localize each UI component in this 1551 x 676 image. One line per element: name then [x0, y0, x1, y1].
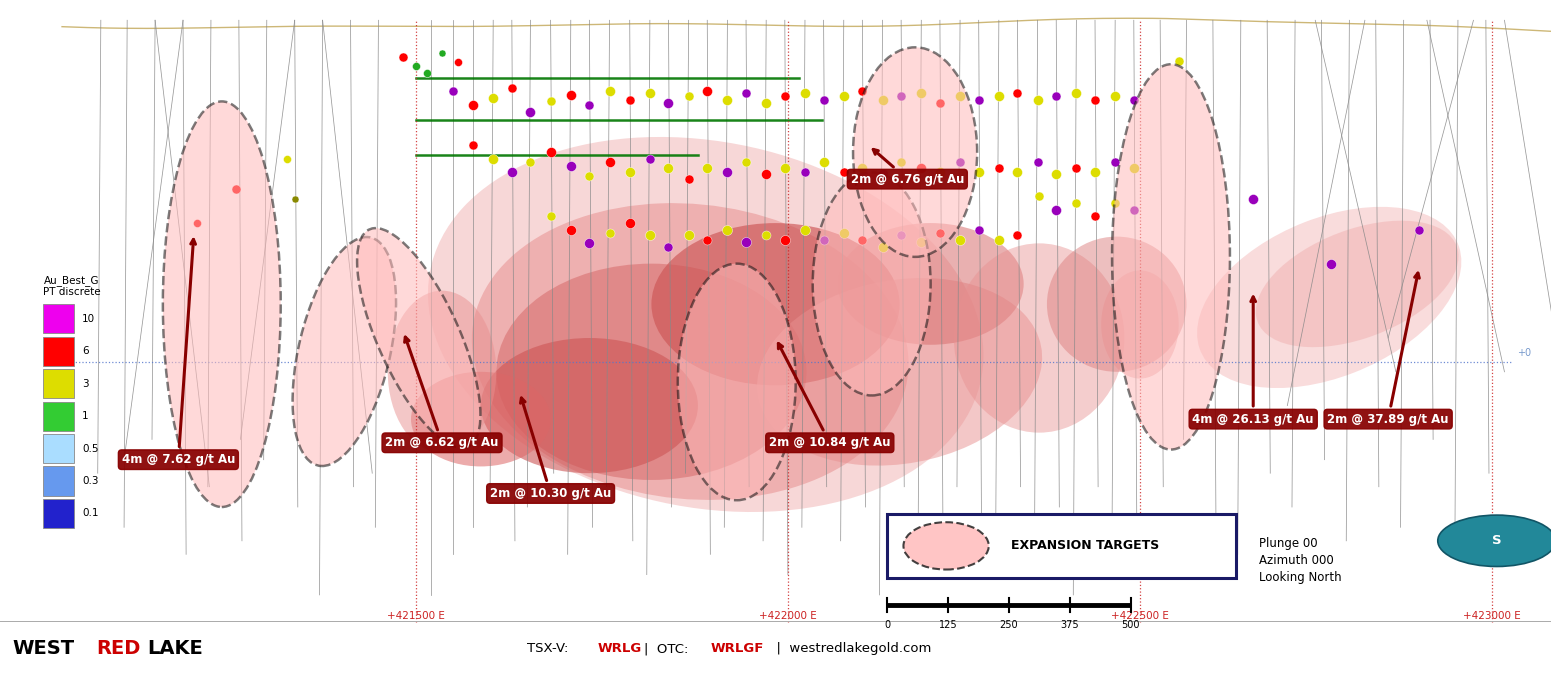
Text: |  westredlakegold.com: | westredlakegold.com: [768, 642, 931, 656]
FancyBboxPatch shape: [43, 402, 74, 431]
Ellipse shape: [678, 264, 796, 500]
Ellipse shape: [481, 338, 698, 473]
Ellipse shape: [757, 278, 1042, 466]
Ellipse shape: [838, 223, 1024, 345]
Text: 2m @ 6.76 g/t Au: 2m @ 6.76 g/t Au: [850, 149, 965, 186]
Ellipse shape: [1112, 64, 1230, 450]
Text: WRLG: WRLG: [597, 642, 642, 656]
Text: 1: 1: [82, 411, 88, 421]
Text: 4m @ 7.62 g/t Au: 4m @ 7.62 g/t Au: [121, 239, 236, 466]
Ellipse shape: [472, 203, 909, 500]
Text: 2m @ 6.62 g/t Au: 2m @ 6.62 g/t Au: [385, 337, 499, 450]
Ellipse shape: [1256, 220, 1458, 347]
Text: +0: +0: [1517, 348, 1531, 358]
Text: 3: 3: [82, 379, 88, 389]
Text: Plunge 00
Azimuth 000
Looking North: Plunge 00 Azimuth 000 Looking North: [1259, 537, 1342, 585]
Text: RED: RED: [96, 639, 141, 658]
Text: 6: 6: [82, 346, 88, 356]
Ellipse shape: [1047, 237, 1187, 372]
Text: +423000 E: +423000 E: [1463, 610, 1522, 621]
Text: TSX-V:: TSX-V:: [527, 642, 572, 656]
Text: 250: 250: [999, 620, 1019, 630]
Circle shape: [1438, 515, 1551, 566]
Ellipse shape: [1197, 207, 1461, 388]
Text: 10: 10: [82, 314, 95, 324]
Ellipse shape: [1101, 270, 1179, 379]
Text: 4m @ 26.13 g/t Au: 4m @ 26.13 g/t Au: [1193, 297, 1314, 426]
Text: +421500 E: +421500 E: [386, 610, 445, 621]
Ellipse shape: [651, 223, 900, 385]
Text: EXPANSION TARGETS: EXPANSION TARGETS: [1011, 539, 1160, 552]
Text: WEST: WEST: [12, 639, 74, 658]
Text: 0.1: 0.1: [82, 508, 99, 518]
Text: 125: 125: [938, 620, 957, 630]
Text: 0: 0: [884, 620, 890, 630]
Text: 0.5: 0.5: [82, 443, 99, 454]
Text: Au_Best_G
PT discrete: Au_Best_G PT discrete: [43, 275, 101, 297]
Text: LAKE: LAKE: [147, 639, 203, 658]
Ellipse shape: [853, 47, 977, 257]
FancyBboxPatch shape: [43, 369, 74, 398]
FancyBboxPatch shape: [43, 466, 74, 496]
Ellipse shape: [813, 172, 931, 395]
Text: +422500 E: +422500 E: [1111, 610, 1169, 621]
FancyBboxPatch shape: [43, 304, 74, 333]
Ellipse shape: [411, 372, 551, 466]
Text: 375: 375: [1061, 620, 1079, 630]
Text: 500: 500: [1121, 620, 1140, 630]
Text: 2m @ 10.84 g/t Au: 2m @ 10.84 g/t Au: [769, 343, 890, 450]
Text: |  OTC:: | OTC:: [644, 642, 692, 656]
FancyBboxPatch shape: [887, 514, 1236, 578]
Text: 0.3: 0.3: [82, 476, 99, 486]
FancyBboxPatch shape: [43, 434, 74, 463]
Ellipse shape: [357, 228, 481, 448]
FancyBboxPatch shape: [43, 337, 74, 366]
FancyBboxPatch shape: [43, 499, 74, 528]
Text: S: S: [1492, 534, 1501, 548]
Text: 2m @ 37.89 g/t Au: 2m @ 37.89 g/t Au: [1328, 273, 1449, 426]
Ellipse shape: [903, 522, 990, 569]
Ellipse shape: [428, 137, 983, 512]
Ellipse shape: [293, 237, 396, 466]
Text: 2m @ 10.30 g/t Au: 2m @ 10.30 g/t Au: [490, 398, 611, 500]
Text: WRLGF: WRLGF: [710, 642, 763, 656]
Ellipse shape: [163, 101, 281, 507]
Ellipse shape: [954, 243, 1124, 433]
Text: +422000 E: +422000 E: [758, 610, 817, 621]
Ellipse shape: [388, 291, 496, 453]
Ellipse shape: [496, 264, 807, 480]
